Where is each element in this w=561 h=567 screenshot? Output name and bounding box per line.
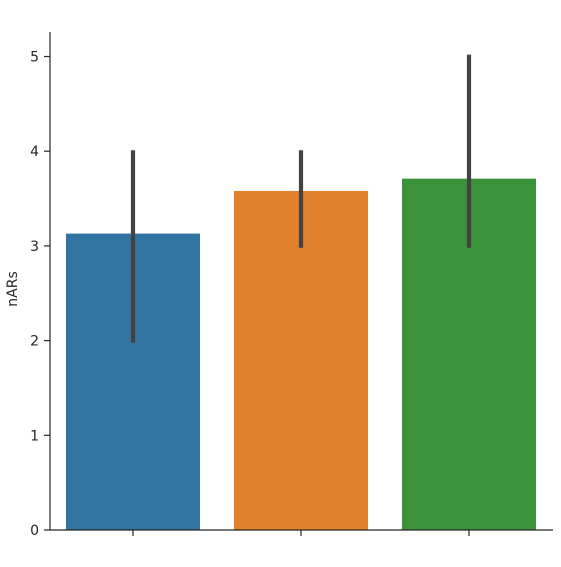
y-tick-label-1: 1 — [30, 428, 39, 444]
y-ticks: 0 1 2 3 4 5 — [30, 50, 50, 539]
x-ticks — [132, 530, 470, 536]
error-bars — [130, 54, 472, 343]
y-tick-label-3: 3 — [30, 239, 39, 255]
y-tick-label-0: 0 — [30, 523, 39, 539]
y-axis-label: nARs — [5, 271, 21, 306]
y-tick-label-2: 2 — [30, 334, 39, 350]
y-tick-label-5: 5 — [30, 50, 39, 66]
y-tick-label-4: 4 — [30, 144, 39, 160]
